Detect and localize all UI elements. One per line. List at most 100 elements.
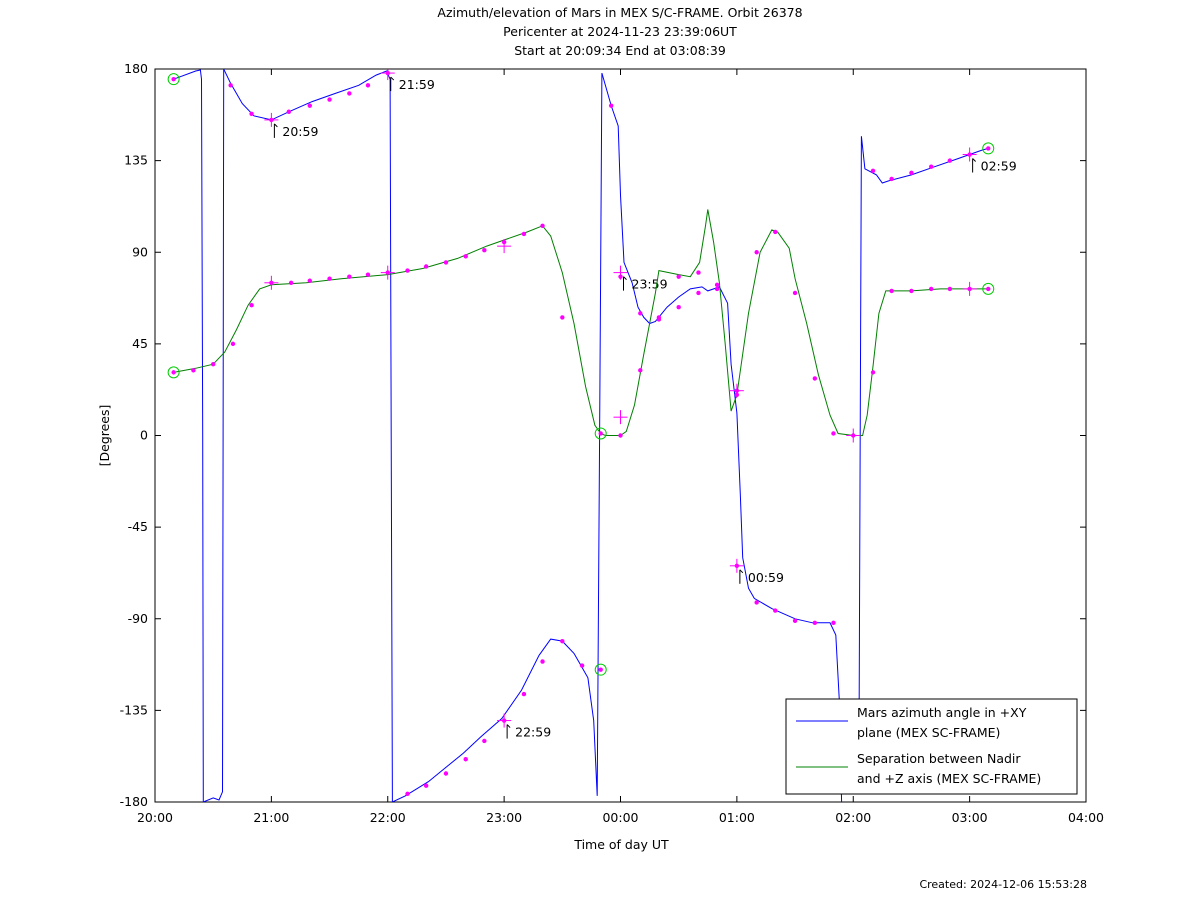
- azimuth-data-point: [870, 168, 876, 174]
- y-tick-label: -135: [120, 702, 148, 717]
- separation-data-point: [676, 274, 681, 279]
- separation-data-point: [443, 260, 449, 265]
- azimuth-start-end-marker: [167, 73, 180, 86]
- azimuth-data-point: [638, 311, 643, 316]
- azimuth-data-point: [286, 109, 292, 114]
- azimuth-data-point: [831, 620, 836, 626]
- legend-label-azimuth: plane (MEX SC-FRAME): [857, 725, 1000, 740]
- x-tick-label: 02:00: [835, 810, 871, 825]
- x-tick-label: 01:00: [719, 810, 755, 825]
- azimuth-data-point: [405, 791, 410, 797]
- time-label: 02:59: [981, 159, 1017, 174]
- separation-data-point: [929, 286, 934, 292]
- time-label: 00:59: [748, 570, 784, 585]
- x-tick-label: 21:00: [253, 810, 289, 825]
- separation-data-point: [754, 250, 759, 255]
- x-tick-label: 00:00: [602, 810, 638, 825]
- azimuth-data-point: [307, 103, 312, 108]
- azimuth-data-point: [521, 691, 527, 697]
- separation-data-point: [714, 282, 720, 288]
- separation-data-point: [210, 362, 216, 367]
- azimuth-data-point: [327, 97, 332, 102]
- separation-data-point: [986, 286, 991, 292]
- separation-data-point: [307, 278, 312, 283]
- azimuth-series-line: [601, 72, 843, 802]
- azimuth-data-point: [482, 738, 487, 744]
- separation-data-point: [656, 315, 662, 320]
- chart-subtitle-pericenter: Pericenter at 2024-11-23 23:39:06UT: [503, 24, 737, 39]
- separation-data-point: [327, 276, 332, 281]
- azimuth-data-point: [696, 290, 701, 296]
- legend-box: [785, 698, 1078, 795]
- azimuth-data-point: [347, 91, 352, 96]
- azimuth-data-point: [676, 305, 681, 310]
- created-timestamp: Created: 2024-12-06 15:53:28: [919, 878, 1087, 891]
- y-tick-label: 0: [140, 428, 148, 443]
- time-label: 20:59: [282, 124, 318, 139]
- azimuth-data-point: [443, 771, 449, 776]
- separation-start-end-marker: [982, 282, 995, 295]
- y-tick-label: 45: [132, 336, 148, 351]
- legend-label-azimuth: Mars azimuth angle in +XY: [857, 705, 1027, 720]
- azimuth-series-line: [223, 69, 393, 802]
- y-tick-label: -90: [128, 611, 148, 626]
- separation-data-point: [947, 286, 953, 292]
- chart-subtitle-start-end: Start at 20:09:34 End at 03:08:39: [514, 43, 726, 58]
- separation-start-end-marker: [594, 427, 607, 440]
- y-tick-label: 180: [124, 61, 148, 76]
- azimuth-data-point: [365, 83, 371, 88]
- azimuth-data-point: [171, 76, 176, 82]
- azimuth-data-point: [947, 158, 953, 163]
- y-tick-label: -45: [128, 519, 148, 534]
- y-axis-label: [Degrees]: [97, 405, 112, 467]
- x-tick-label: 23:00: [486, 810, 522, 825]
- separation-data-point: [909, 288, 914, 294]
- time-label: 22:59: [515, 725, 551, 740]
- azimuth-data-point: [714, 286, 720, 292]
- separation-data-point: [288, 280, 294, 285]
- x-tick-label: 22:00: [370, 810, 406, 825]
- azimuth-data-point: [228, 83, 233, 88]
- separation-data-point: [405, 268, 410, 273]
- azimuth-data-point: [608, 103, 614, 108]
- separation-data-point: [521, 231, 527, 237]
- separation-data-point: [696, 270, 701, 275]
- time-label-pointer: [506, 724, 511, 728]
- azimuth-data-point: [598, 667, 603, 672]
- azimuth-data-point: [560, 638, 565, 644]
- separation-data-point: [812, 376, 818, 381]
- separation-data-point: [171, 370, 176, 375]
- separation-data-point: [560, 315, 565, 320]
- x-tick-label: 04:00: [1068, 810, 1104, 825]
- azimuth-data-point: [423, 783, 429, 788]
- time-label: 21:59: [399, 77, 435, 92]
- azimuth-series-line: [392, 73, 603, 802]
- separation-data-point: [230, 341, 236, 347]
- separation-data-point: [540, 223, 545, 228]
- azimuth-data-point: [812, 620, 818, 626]
- separation-data-point: [249, 302, 254, 308]
- separation-data-point: [638, 368, 643, 373]
- x-tick-label: 03:00: [952, 810, 988, 825]
- azimuth-series-line: [173, 69, 204, 802]
- azimuth-data-point: [986, 146, 991, 151]
- separation-data-point: [618, 433, 623, 438]
- x-axis-label: Time of day UT: [573, 837, 669, 852]
- azimuth-data-point: [929, 164, 934, 169]
- separation-data-point: [463, 254, 468, 259]
- azimuth-start-end-marker: [594, 663, 607, 676]
- separation-data-point: [482, 248, 487, 253]
- plot-area: 20:59 21:59 22:59 23:59 00:59 02:59: [167, 69, 1017, 802]
- separation-data-point: [423, 264, 429, 269]
- azimuth-data-point: [249, 111, 254, 116]
- time-label-pointer: [274, 123, 278, 128]
- separation-data-point: [598, 431, 603, 436]
- chart-title-line: Azimuth/elevation of Mars in MEX S/C-FRA…: [437, 5, 803, 20]
- y-tick-label: 90: [132, 244, 148, 259]
- time-label: 23:59: [632, 277, 668, 292]
- separation-series-line: [173, 209, 989, 436]
- time-label-pointer: [972, 158, 976, 162]
- legend-label-separation: Separation between Nadir: [857, 751, 1021, 766]
- separation-data-point: [889, 288, 894, 294]
